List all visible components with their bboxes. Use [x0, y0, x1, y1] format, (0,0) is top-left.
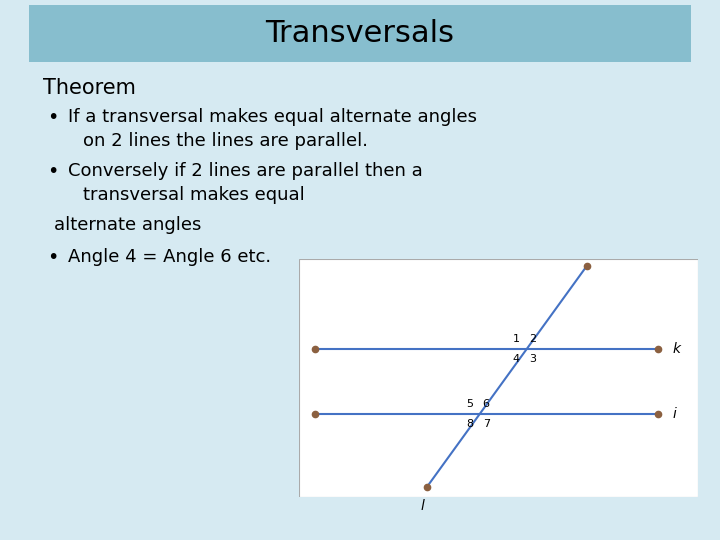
Text: 5: 5 — [466, 399, 473, 409]
Text: 4: 4 — [512, 354, 519, 364]
Text: l: l — [420, 499, 425, 513]
Text: •: • — [47, 108, 58, 127]
FancyBboxPatch shape — [299, 259, 698, 497]
Text: Theorem: Theorem — [43, 78, 136, 98]
Text: alternate angles: alternate angles — [54, 216, 202, 234]
Text: Conversely if 2 lines are parallel then a: Conversely if 2 lines are parallel then … — [68, 162, 423, 180]
Text: •: • — [47, 162, 58, 181]
Text: •: • — [47, 248, 58, 267]
Text: i: i — [672, 407, 676, 421]
FancyBboxPatch shape — [29, 5, 691, 62]
FancyBboxPatch shape — [29, 68, 691, 529]
Text: k: k — [672, 342, 680, 356]
Text: 3: 3 — [529, 354, 536, 364]
Text: 6: 6 — [482, 399, 490, 409]
Text: 8: 8 — [466, 418, 473, 429]
Text: Transversals: Transversals — [266, 19, 454, 48]
Text: on 2 lines the lines are parallel.: on 2 lines the lines are parallel. — [83, 132, 368, 150]
Text: transversal makes equal: transversal makes equal — [83, 186, 305, 204]
Text: 7: 7 — [482, 418, 490, 429]
Text: 2: 2 — [529, 334, 536, 345]
Text: If a transversal makes equal alternate angles: If a transversal makes equal alternate a… — [68, 108, 477, 126]
Text: 1: 1 — [513, 334, 519, 345]
Text: Angle 4 = Angle 6 etc.: Angle 4 = Angle 6 etc. — [68, 248, 271, 266]
